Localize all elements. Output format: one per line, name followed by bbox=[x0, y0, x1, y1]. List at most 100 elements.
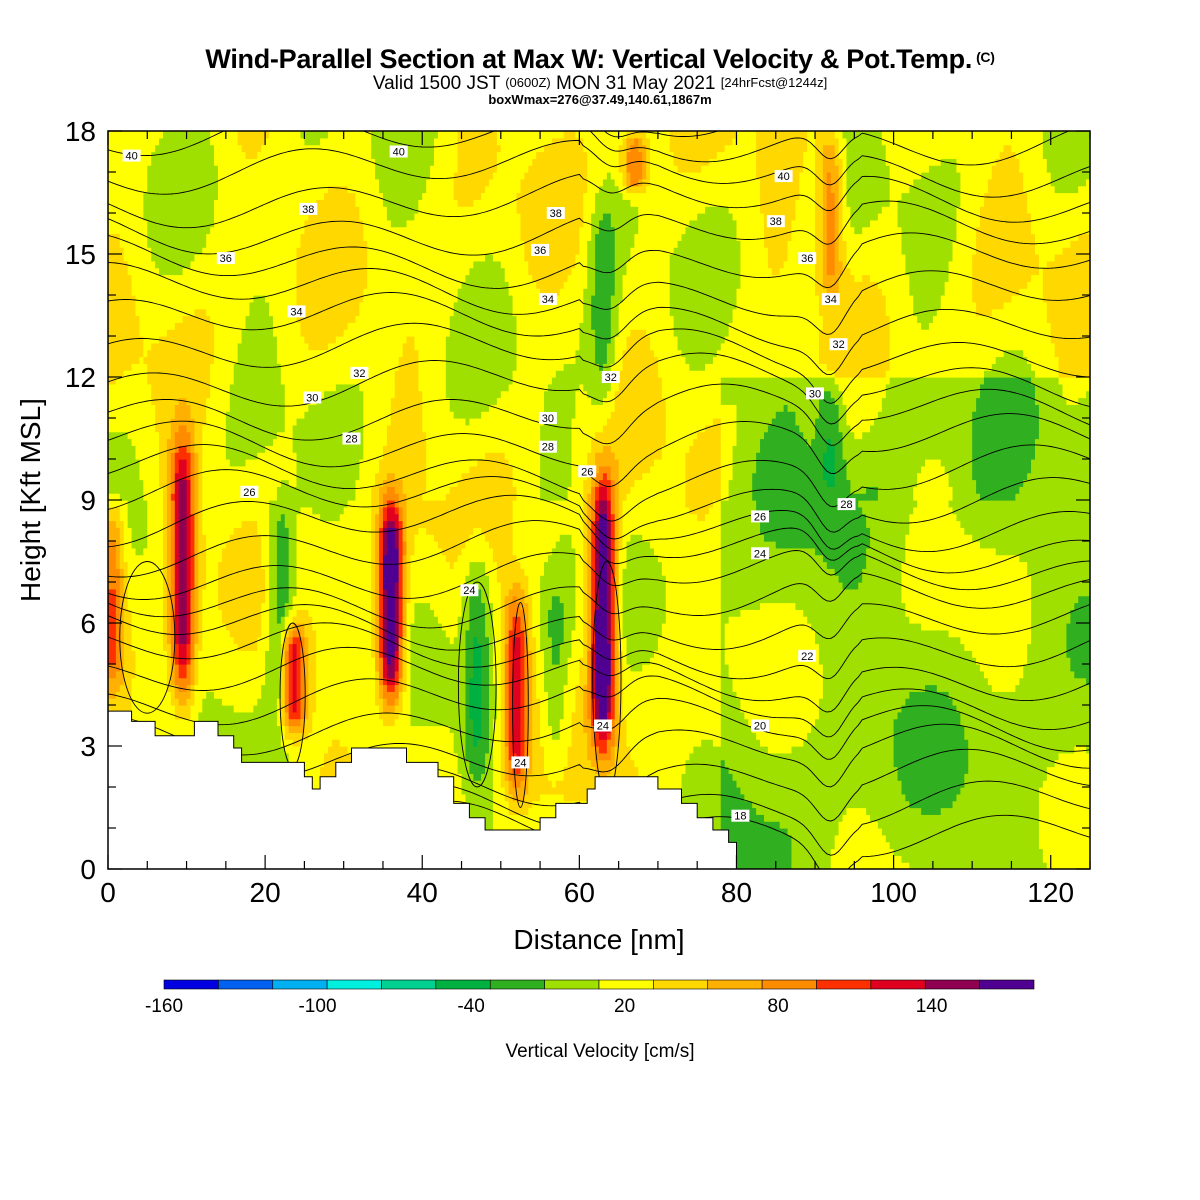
velocity-cell bbox=[524, 808, 529, 815]
velocity-cell bbox=[968, 780, 973, 787]
velocity-cell bbox=[827, 828, 832, 835]
velocity-cell bbox=[462, 794, 467, 801]
velocity-cell bbox=[854, 808, 859, 815]
velocity-cell bbox=[791, 794, 796, 801]
velocity-cell bbox=[764, 835, 769, 842]
velocity-cell bbox=[544, 808, 549, 815]
velocity-cell bbox=[850, 787, 855, 794]
velocity-cell bbox=[811, 787, 816, 794]
velocity-cell bbox=[803, 773, 808, 780]
velocity-cell bbox=[933, 821, 938, 828]
velocity-cell bbox=[843, 849, 848, 856]
velocity-cell bbox=[729, 835, 734, 842]
velocity-cell bbox=[894, 849, 899, 856]
velocity-cell bbox=[791, 855, 796, 862]
velocity-cell bbox=[1043, 828, 1048, 835]
velocity-cell bbox=[736, 855, 741, 862]
velocity-cell bbox=[866, 773, 871, 780]
velocity-cell bbox=[552, 787, 557, 794]
velocity-cell bbox=[894, 773, 899, 780]
velocity-cell bbox=[733, 780, 738, 787]
velocity-cell bbox=[1074, 814, 1079, 821]
velocity-cell bbox=[913, 855, 918, 862]
velocity-cell bbox=[890, 801, 895, 808]
velocity-cell bbox=[678, 780, 683, 787]
velocity-cell bbox=[949, 828, 954, 835]
velocity-cell bbox=[984, 794, 989, 801]
velocity-cell bbox=[536, 808, 541, 815]
velocity-cell bbox=[890, 828, 895, 835]
velocity-cell bbox=[1070, 814, 1075, 821]
velocity-cell bbox=[878, 855, 883, 862]
velocity-cell bbox=[1082, 814, 1087, 821]
velocity-cell bbox=[1059, 855, 1064, 862]
velocity-cell bbox=[1039, 821, 1044, 828]
velocity-cell bbox=[1031, 780, 1036, 787]
velocity-cell bbox=[1039, 794, 1044, 801]
velocity-cell bbox=[846, 849, 851, 856]
velocity-cell bbox=[858, 828, 863, 835]
velocity-cell bbox=[729, 801, 734, 808]
velocity-cell bbox=[697, 787, 702, 794]
velocity-cell bbox=[544, 787, 549, 794]
velocity-cell bbox=[1019, 814, 1024, 821]
velocity-cell bbox=[536, 787, 541, 794]
velocity-cell bbox=[835, 842, 840, 849]
velocity-cell bbox=[1023, 794, 1028, 801]
velocity-cell bbox=[772, 801, 777, 808]
velocity-cell bbox=[1078, 808, 1083, 815]
velocity-cell bbox=[1059, 801, 1064, 808]
velocity-cell bbox=[858, 801, 863, 808]
velocity-cell bbox=[788, 808, 793, 815]
velocity-cell bbox=[862, 842, 867, 849]
velocity-cell bbox=[964, 842, 969, 849]
velocity-cell bbox=[925, 821, 930, 828]
velocity-cell bbox=[811, 780, 816, 787]
velocity-cell bbox=[465, 780, 470, 787]
velocity-cell bbox=[791, 821, 796, 828]
velocity-cell bbox=[1039, 808, 1044, 815]
velocity-cell bbox=[1015, 821, 1020, 828]
velocity-cell bbox=[1015, 842, 1020, 849]
velocity-cell bbox=[968, 842, 973, 849]
velocity-cell bbox=[1015, 835, 1020, 842]
velocity-cell bbox=[949, 794, 954, 801]
velocity-cell bbox=[905, 794, 910, 801]
velocity-cell bbox=[579, 794, 584, 801]
velocity-cell bbox=[1011, 808, 1016, 815]
velocity-cell bbox=[843, 794, 848, 801]
velocity-cell bbox=[1011, 842, 1016, 849]
velocity-cell bbox=[803, 787, 808, 794]
velocity-cell bbox=[1011, 794, 1016, 801]
velocity-cell bbox=[890, 794, 895, 801]
velocity-cell bbox=[976, 801, 981, 808]
velocity-cell bbox=[925, 814, 930, 821]
velocity-cell bbox=[481, 787, 486, 794]
velocity-cell bbox=[791, 780, 796, 787]
velocity-cell bbox=[882, 801, 887, 808]
velocity-cell bbox=[827, 794, 832, 801]
velocity-cell bbox=[882, 787, 887, 794]
velocity-cell bbox=[905, 855, 910, 862]
velocity-cell bbox=[1000, 787, 1005, 794]
velocity-cell bbox=[1082, 794, 1087, 801]
velocity-cell bbox=[933, 773, 938, 780]
velocity-cell bbox=[803, 814, 808, 821]
velocity-cell bbox=[1023, 855, 1028, 862]
velocity-cell bbox=[878, 794, 883, 801]
velocity-cell bbox=[905, 842, 910, 849]
velocity-cell bbox=[740, 828, 745, 835]
velocity-cell bbox=[1039, 849, 1044, 856]
velocity-cell bbox=[898, 780, 903, 787]
velocity-cell bbox=[1004, 855, 1009, 862]
velocity-cell bbox=[1004, 821, 1009, 828]
velocity-cell bbox=[901, 849, 906, 856]
velocity-cell bbox=[1015, 808, 1020, 815]
velocity-cell bbox=[552, 780, 557, 787]
velocity-cell bbox=[564, 794, 569, 801]
velocity-cell bbox=[854, 821, 859, 828]
velocity-cell bbox=[1031, 842, 1036, 849]
velocity-cell bbox=[894, 842, 899, 849]
velocity-cell bbox=[976, 787, 981, 794]
velocity-cell bbox=[1055, 828, 1060, 835]
